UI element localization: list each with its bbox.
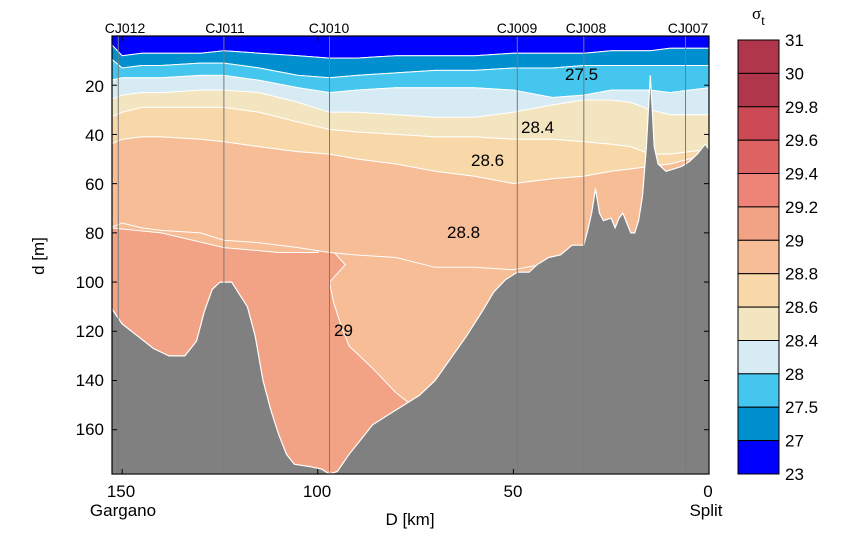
- colorbar-swatch: [737, 139, 780, 175]
- y-tick-label: 100: [76, 273, 104, 292]
- colorbar-tick-label: 27: [785, 432, 804, 451]
- colorbar-tick-label: 30: [785, 64, 804, 83]
- contour-label: 28.8: [447, 223, 480, 242]
- colorbar-swatch: [737, 373, 780, 408]
- contour-label: 28.6: [471, 151, 504, 170]
- x-tick-label: 150: [107, 482, 135, 501]
- y-tick-label: 40: [85, 126, 104, 145]
- colorbar-tick-label: 27.5: [785, 398, 818, 417]
- x-tick-label: 50: [504, 482, 523, 501]
- station-lines: [117, 36, 687, 471]
- station-label: CJ009: [497, 20, 538, 36]
- colorbar-tick-label: 28.4: [785, 332, 818, 351]
- colorbar-tick-label: 28.6: [785, 298, 818, 317]
- station-label: CJ007: [668, 20, 709, 36]
- colorbar-swatch: [737, 306, 780, 342]
- colorbar: [737, 39, 780, 475]
- station-label: CJ012: [105, 20, 146, 36]
- colorbar-swatch: [737, 106, 780, 141]
- colorbar-swatch: [737, 206, 780, 241]
- colorbar-labels: 31 30 29.8 29.6 29.4 29.2 29 28.8 28.6 28.4 28 27.5…: [785, 31, 818, 484]
- contour-label: 28.4: [521, 118, 554, 137]
- station-labels: CJ012 CJ011 CJ010 CJ009 CJ008 CJ007: [105, 20, 709, 36]
- y-tick-label: 80: [85, 224, 104, 243]
- x-tick-labels: 150 100 50 0: [107, 482, 713, 501]
- colorbar-tick-label: 29.6: [785, 131, 818, 150]
- y-tick-label: 160: [76, 420, 104, 439]
- colorbar-swatch: [737, 173, 780, 208]
- y-tick-labels: 20 40 60 80 100 120 140 160: [76, 77, 104, 439]
- colorbar-swatch: [737, 273, 780, 308]
- y-tick-label: 60: [85, 175, 104, 194]
- colorbar-swatch: [737, 39, 780, 74]
- contour-labels: 27.5 28.4 28.6 28.8 29: [334, 65, 598, 340]
- colorbar-tick-label: 29.8: [785, 98, 818, 117]
- station-label: CJ008: [566, 20, 607, 36]
- y-tick-label: 140: [76, 371, 104, 390]
- colorbar-tick-label: 31: [785, 31, 804, 50]
- colorbar-swatch: [737, 239, 780, 275]
- colorbar-frame: [737, 39, 780, 475]
- x-right-end-label: Split: [689, 501, 722, 520]
- station-label: CJ010: [309, 20, 350, 36]
- x-axis-label: D [km]: [385, 510, 434, 529]
- contour-label: 29: [334, 321, 353, 340]
- density-band: [112, 136, 709, 271]
- colorbar-tick-label: 23: [785, 465, 804, 484]
- contour-label: 27.5: [565, 65, 598, 84]
- plot-frame: [111, 35, 710, 475]
- x-tick-label: 0: [703, 482, 712, 501]
- x-left-end-label: Gargano: [90, 501, 156, 520]
- colorbar-tick-label: 29: [785, 231, 804, 250]
- colorbar-swatch: [737, 406, 780, 442]
- colorbar-swatch: [737, 72, 780, 108]
- y-axis-label: d [m]: [29, 237, 48, 275]
- station-label: CJ011: [205, 20, 245, 36]
- axes: [112, 36, 710, 474]
- colorbar-title: σt: [752, 4, 765, 29]
- colorbar-swatch: [737, 440, 780, 475]
- colorbar-title-main: σ: [752, 4, 761, 23]
- colorbar-tick-label: 28.8: [785, 265, 818, 284]
- colorbar-swatch: [737, 340, 780, 375]
- seafloor: [112, 75, 709, 474]
- x-tick-label: 100: [303, 482, 331, 501]
- colorbar-tick-label: 29.2: [785, 198, 818, 217]
- colorbar-tick-label: 29.4: [785, 165, 818, 184]
- y-tick-label: 20: [85, 77, 104, 96]
- colorbar-tick-label: 28: [785, 365, 804, 384]
- y-tick-label: 120: [76, 322, 104, 341]
- bathymetry: [112, 75, 709, 474]
- colorbar-title-sub: t: [761, 14, 765, 29]
